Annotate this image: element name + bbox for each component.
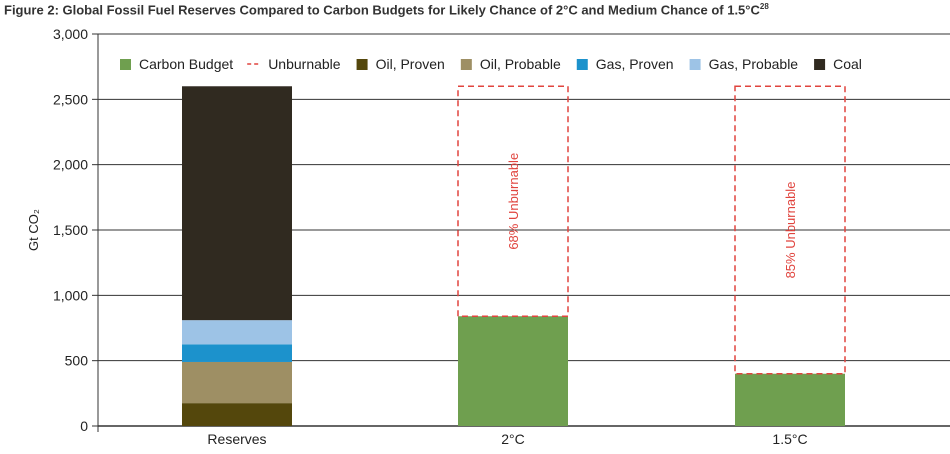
bar-segment-coal — [182, 86, 292, 321]
y-tick-label: 2,000 — [53, 157, 88, 173]
legend-swatch — [814, 59, 826, 70]
bar-segment-gas-proven — [182, 344, 292, 362]
y-tick-label: 1,500 — [53, 222, 88, 238]
chart-title-text: Figure 2: Global Fossil Fuel Reserves Co… — [4, 2, 760, 18]
bar-segment-carbon-budget — [458, 316, 568, 426]
x-tick-label: 2°C — [501, 431, 525, 447]
legend-label: Gas, Probable — [709, 56, 799, 72]
y-tick-label: 2,500 — [53, 91, 88, 107]
bar-segment-gas-probable — [182, 320, 292, 345]
legend-swatch — [356, 59, 368, 70]
bar-unburnable — [734, 85, 846, 375]
legend-swatch — [120, 59, 131, 70]
footnote-ref: 28 — [759, 2, 769, 11]
y-tick-label: 3,000 — [53, 26, 88, 42]
legend-swatch — [576, 59, 588, 70]
legend-label: Unburnable — [268, 56, 341, 72]
annotation-unburnable: 85% Unburnable — [783, 182, 798, 279]
legend-label: Oil, Proven — [376, 56, 445, 72]
legend-swatch — [460, 59, 472, 70]
y-tick-label: 0 — [80, 418, 88, 434]
legend-label: Carbon Budget — [139, 56, 233, 72]
legend-label: Gas, Proven — [596, 56, 674, 72]
bar-segment-carbon-budget — [735, 373, 845, 426]
y-tick-label: 1,000 — [53, 287, 88, 303]
legend-label: Oil, Probable — [480, 56, 561, 72]
bar-segment-oil-proven — [182, 403, 292, 426]
bar-unburnable — [457, 85, 569, 317]
x-tick-label: Reserves — [207, 431, 266, 447]
y-tick-label: 500 — [65, 353, 89, 369]
annotation-unburnable: 68% Unburnable — [506, 153, 521, 250]
y-axis-label: Gt CO₂ — [26, 209, 41, 251]
x-tick-label: 1.5°C — [772, 431, 807, 447]
legend-label: Coal — [833, 56, 862, 72]
chart-title: Figure 2: Global Fossil Fuel Reserves Co… — [4, 2, 769, 17]
bar-segment-oil-probable — [182, 361, 292, 404]
legend-swatch — [689, 59, 701, 70]
